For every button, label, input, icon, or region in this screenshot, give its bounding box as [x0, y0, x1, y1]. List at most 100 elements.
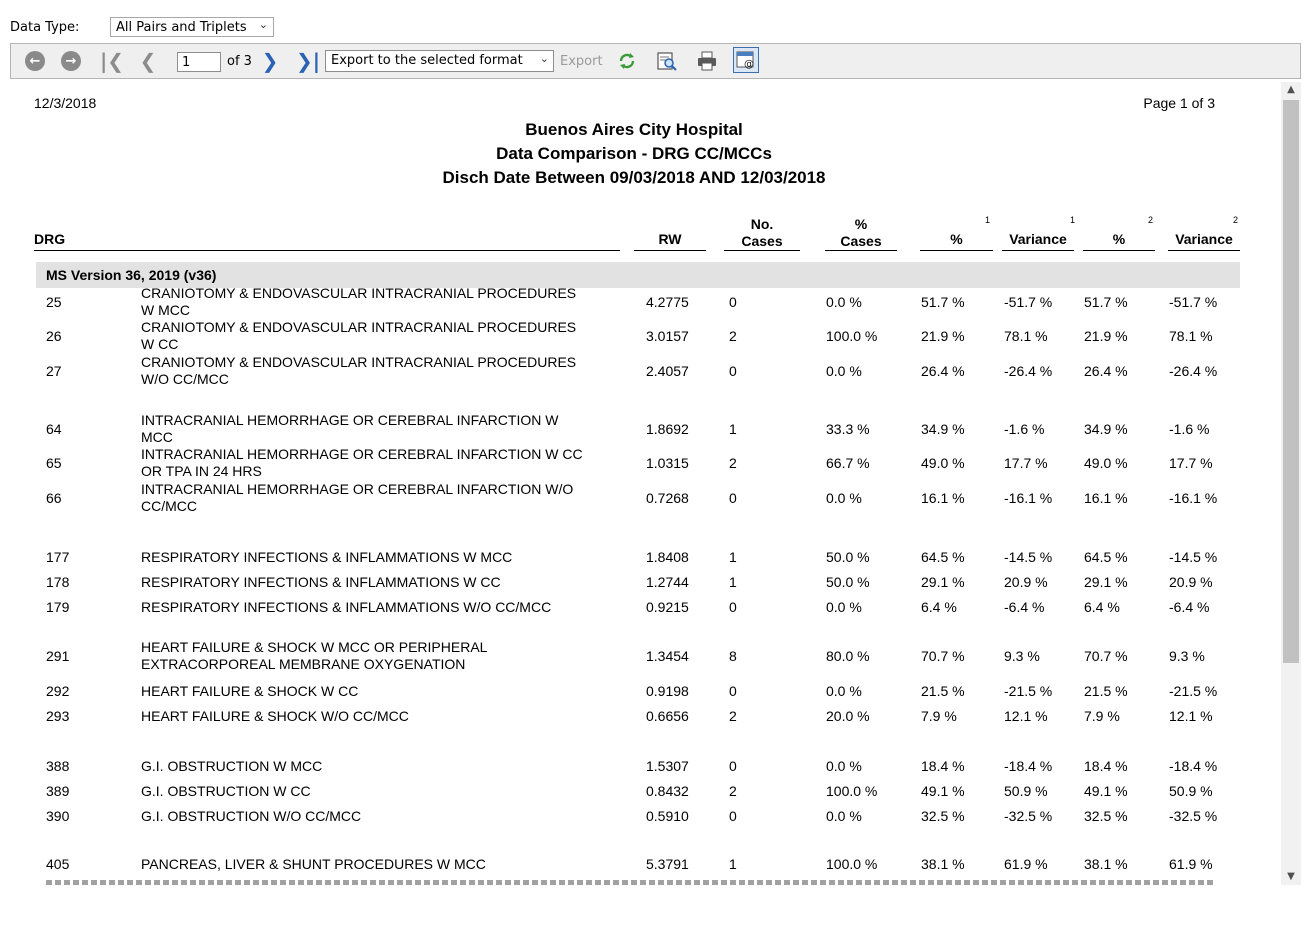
cell-pct-2: 21.5 %	[1084, 683, 1128, 699]
report-subtitle: Data Comparison - DRG CC/MCCs	[496, 144, 772, 163]
refresh-button[interactable]	[616, 44, 638, 78]
cell-variance-1: 61.9 %	[1004, 856, 1048, 872]
cell-variance-2: -51.7 %	[1169, 294, 1218, 310]
cell-no-cases: 1	[729, 549, 737, 565]
cell-rw: 0.8432	[646, 783, 689, 799]
cell-rw: 1.0315	[646, 455, 689, 471]
vertical-scrollbar[interactable]: ▲ ▼	[1281, 82, 1301, 885]
find-button[interactable]	[655, 44, 679, 78]
cell-pct-1: 34.9 %	[921, 421, 965, 437]
cell-description: G.I. OBSTRUCTION W MCC	[141, 758, 323, 774]
column-header-pct-1: %	[950, 231, 963, 247]
cell-drg: 177	[46, 549, 70, 565]
cell-drg: 66	[46, 490, 62, 506]
cell-pct-2: 51.7 %	[1084, 294, 1128, 310]
next-page-button[interactable]: ❯	[260, 44, 280, 78]
cell-description: G.I. OBSTRUCTION W/O CC/MCC	[141, 808, 362, 824]
report-viewer: 12/3/2018 Page 1 of 3 Buenos Aires City …	[10, 82, 1281, 885]
cell-pct-2: 64.5 %	[1084, 549, 1128, 565]
previous-page-button[interactable]: ❮	[138, 44, 158, 78]
cell-pct-1: 38.1 %	[921, 856, 965, 872]
cell-rw: 1.8408	[646, 549, 689, 565]
cell-drg: 26	[46, 328, 62, 344]
back-button[interactable]: ←	[24, 44, 46, 78]
header-underline	[34, 250, 620, 251]
cell-pct-2: 34.9 %	[1084, 421, 1128, 437]
cell-pct-1: 51.7 %	[921, 294, 965, 310]
printer-icon	[698, 51, 716, 71]
cell-drg: 389	[46, 783, 70, 799]
cell-no-cases: 1	[729, 421, 737, 437]
cell-pct-cases: 33.3 %	[826, 421, 870, 437]
forward-icon: →	[61, 51, 81, 71]
email-report-button[interactable]: @	[733, 47, 759, 73]
data-type-select[interactable]: All Pairs and Triplets ⌄	[110, 17, 274, 37]
cell-variance-1: 20.9 %	[1004, 574, 1048, 590]
cell-pct-1: 29.1 %	[921, 574, 965, 590]
cell-rw: 1.8692	[646, 421, 689, 437]
chevron-down-icon: ⌄	[539, 52, 549, 65]
export-format-selected: Export to the selected format	[331, 53, 523, 68]
superscript-1: 1	[985, 215, 991, 225]
partial-row-cutoff	[46, 880, 1216, 885]
back-icon: ←	[25, 51, 45, 71]
cell-rw: 1.3454	[646, 648, 689, 664]
column-header-variance-2: Variance	[1175, 231, 1233, 247]
cell-no-cases: 0	[729, 683, 737, 699]
cell-drg: 291	[46, 648, 70, 664]
last-page-button[interactable]: ❯|	[295, 44, 321, 78]
cell-description: INTRACRANIAL HEMORRHAGE OR CEREBRAL INFA…	[141, 412, 559, 445]
cell-pct-1: 32.5 %	[921, 808, 965, 824]
cell-rw: 1.5307	[646, 758, 689, 774]
header-underline	[1083, 250, 1155, 251]
cell-pct-1: 18.4 %	[921, 758, 965, 774]
cell-pct-cases: 0.0 %	[826, 490, 862, 506]
page-number-input[interactable]: 1	[177, 52, 221, 72]
cell-rw: 0.7268	[646, 490, 689, 506]
cell-pct-2: 26.4 %	[1084, 363, 1128, 379]
cell-variance-1: -6.4 %	[1004, 599, 1045, 615]
cell-pct-2: 70.7 %	[1084, 648, 1128, 664]
cell-pct-1: 16.1 %	[921, 490, 965, 506]
cell-rw: 0.9198	[646, 683, 689, 699]
superscript-1: 1	[1070, 215, 1076, 225]
data-type-selected: All Pairs and Triplets	[116, 20, 247, 35]
cell-variance-2: 12.1 %	[1169, 708, 1213, 724]
cell-variance-1: -26.4 %	[1004, 363, 1053, 379]
cell-rw: 1.2744	[646, 574, 689, 590]
cell-variance-1: -51.7 %	[1004, 294, 1053, 310]
scroll-down-icon[interactable]: ▼	[1287, 871, 1295, 882]
cell-pct-2: 38.1 %	[1084, 856, 1128, 872]
cell-drg: 390	[46, 808, 70, 824]
cell-variance-2: 78.1 %	[1169, 328, 1213, 344]
superscript-2: 2	[1148, 215, 1154, 225]
cell-pct-1: 6.4 %	[921, 599, 957, 615]
print-button[interactable]	[695, 44, 719, 78]
cell-pct-cases: 20.0 %	[826, 708, 870, 724]
report-date-range: Disch Date Between 09/03/2018 AND 12/03/…	[442, 168, 826, 187]
cell-no-cases: 1	[729, 574, 737, 590]
cell-drg: 292	[46, 683, 70, 699]
export-format-select[interactable]: Export to the selected format ⌄	[325, 50, 554, 72]
cell-variance-2: -6.4 %	[1169, 599, 1210, 615]
export-button[interactable]: Export	[560, 54, 603, 69]
scrollbar-thumb[interactable]	[1283, 100, 1299, 663]
scroll-up-icon[interactable]: ▲	[1287, 84, 1295, 95]
page-count-label: of 3	[227, 54, 252, 69]
forward-button[interactable]: →	[60, 44, 82, 78]
cell-no-cases: 2	[729, 455, 737, 471]
cell-rw: 0.5910	[646, 808, 689, 824]
first-page-button[interactable]: |❮	[99, 44, 125, 78]
cell-variance-2: 17.7 %	[1169, 455, 1213, 471]
cell-pct-cases: 0.0 %	[826, 683, 862, 699]
cell-variance-2: -16.1 %	[1169, 490, 1218, 506]
cell-drg: 27	[46, 363, 62, 379]
cell-description: RESPIRATORY INFECTIONS & INFLAMMATIONS W…	[141, 599, 552, 615]
cell-variance-1: -21.5 %	[1004, 683, 1053, 699]
cell-no-cases: 2	[729, 328, 737, 344]
cell-pct-2: 16.1 %	[1084, 490, 1128, 506]
next-page-icon: ❯	[261, 49, 279, 73]
cell-rw: 0.6656	[646, 708, 689, 724]
cell-variance-2: -21.5 %	[1169, 683, 1218, 699]
cell-variance-1: -16.1 %	[1004, 490, 1053, 506]
